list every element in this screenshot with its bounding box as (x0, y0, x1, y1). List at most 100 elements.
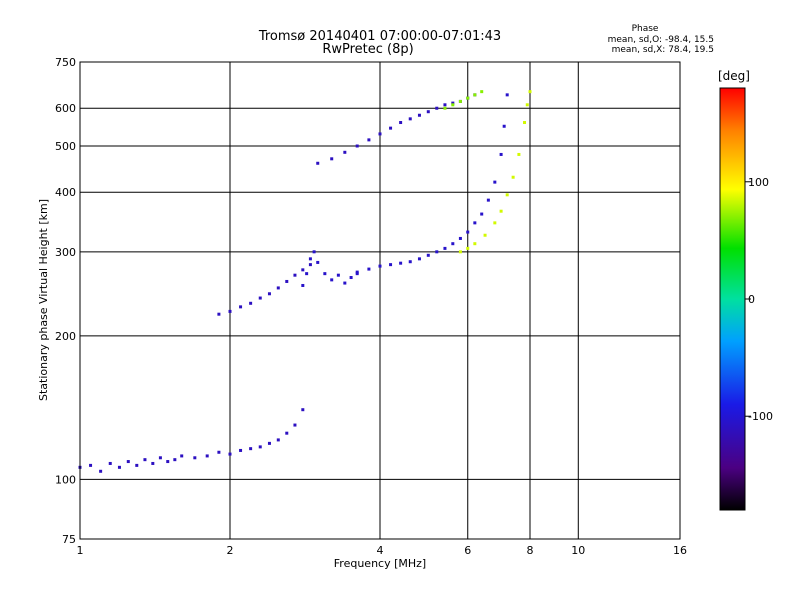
phase-stats-x: mean, sd,X: 78.4, 19.5 (612, 45, 714, 55)
y-axis-label: Stationary phase Virtual Height [km] (37, 199, 50, 401)
point-s5-3 (483, 233, 487, 237)
x-tick-label-2: 4 (377, 544, 384, 557)
point-s5-11 (528, 90, 532, 94)
point-s0-9 (158, 456, 162, 460)
y-tick-label-2: 200 (55, 330, 76, 343)
point-s2-7 (336, 273, 340, 277)
grid-lines (80, 62, 680, 539)
phase-stats-o: mean, sd,O: -98.4, 15.5 (608, 35, 714, 45)
point-s4-3 (355, 144, 359, 148)
point-s3-19 (505, 93, 509, 97)
point-s0-8 (151, 461, 155, 465)
colorbar (719, 87, 746, 511)
point-s0-4 (117, 465, 121, 469)
point-s2-6 (330, 278, 334, 282)
point-s2-1 (305, 272, 309, 276)
point-s3-4 (399, 261, 403, 265)
point-s6-5 (480, 90, 484, 94)
colorbar-tick-label-0: 100 (748, 176, 769, 189)
point-s3-2 (378, 264, 382, 268)
colorbar-label: [deg] (718, 69, 750, 83)
point-s3-8 (435, 250, 439, 254)
point-s3-18 (502, 124, 506, 128)
y-tick-label-4: 400 (55, 186, 76, 199)
point-s3-11 (458, 236, 462, 240)
point-s2-9 (349, 276, 353, 280)
point-s3-16 (493, 180, 497, 184)
point-s1-7 (285, 279, 289, 283)
y-tick-label-3: 300 (55, 246, 76, 259)
plot-frame (79, 61, 681, 540)
x-tick-labels: 1 2 4 6 8 10 16 (77, 544, 688, 557)
colorbar-tick-label-2: -100 (748, 410, 773, 423)
point-s0-15 (217, 450, 221, 454)
x-tick-label-6: 16 (673, 544, 687, 557)
point-s0-3 (108, 461, 112, 465)
point-s4-5 (378, 132, 382, 136)
point-s5-8 (517, 152, 521, 156)
point-s4-7 (399, 121, 403, 125)
point-s0-7 (143, 458, 147, 462)
point-s3-1 (367, 267, 371, 271)
point-s0-20 (267, 441, 271, 445)
point-s2-8 (343, 281, 347, 285)
point-s4-10 (426, 110, 430, 114)
point-s0-24 (301, 408, 305, 412)
point-s0-19 (258, 445, 262, 449)
point-s2-2 (308, 257, 312, 261)
point-s1-8 (293, 273, 297, 277)
colorbar-ticks: 100 0 -100 (745, 176, 773, 423)
point-s5-0 (458, 250, 462, 254)
point-s3-0 (355, 270, 359, 274)
point-s4-4 (367, 138, 371, 142)
x-tick-label-3: 6 (464, 544, 471, 557)
phase-stats-title: Phase (632, 24, 659, 34)
point-s3-5 (408, 260, 412, 264)
point-s4-0 (316, 161, 320, 165)
point-s5-2 (473, 242, 477, 246)
point-s3-12 (466, 230, 470, 234)
point-s6-1 (451, 103, 455, 107)
point-s1-3 (249, 301, 253, 305)
point-s1-1 (228, 309, 232, 313)
point-s0-13 (193, 456, 197, 460)
point-s5-6 (505, 193, 509, 197)
point-s0-10 (166, 460, 170, 464)
point-s0-1 (89, 463, 93, 467)
point-s4-1 (330, 157, 334, 161)
point-s5-1 (466, 246, 470, 250)
point-s3-15 (486, 198, 490, 202)
point-s0-6 (135, 463, 139, 467)
point-s3-7 (426, 253, 430, 257)
point-s5-7 (511, 175, 515, 179)
point-s3-3 (389, 263, 393, 267)
chart-subtitle: RwPretec (8p) (322, 42, 413, 57)
y-tick-label-5: 500 (55, 140, 76, 153)
point-s1-5 (267, 292, 271, 296)
point-s4-9 (417, 113, 421, 117)
x-tick-label-0: 1 (77, 544, 84, 557)
colorbar-tick-label-1: 0 (748, 293, 755, 306)
point-s5-9 (523, 121, 527, 125)
point-s0-23 (293, 423, 297, 427)
point-s6-0 (443, 106, 447, 110)
point-s0-5 (126, 460, 130, 464)
point-s2-3 (312, 250, 316, 254)
point-s2-0 (301, 283, 305, 287)
point-s3-17 (499, 152, 503, 156)
point-s0-14 (205, 454, 209, 458)
point-s3-6 (417, 257, 421, 261)
point-s4-13 (451, 101, 455, 105)
point-s6-3 (466, 96, 470, 100)
x-axis-label: Frequency [MHz] (334, 557, 426, 570)
point-s0-2 (99, 469, 103, 473)
point-s0-22 (285, 431, 289, 435)
point-s0-21 (276, 438, 280, 442)
y-tick-label-7: 750 (55, 56, 76, 69)
y-tick-label-0: 75 (62, 533, 76, 546)
point-s1-2 (239, 305, 243, 309)
point-s4-2 (343, 150, 347, 154)
point-s1-0 (217, 312, 221, 316)
point-s3-14 (480, 212, 484, 216)
